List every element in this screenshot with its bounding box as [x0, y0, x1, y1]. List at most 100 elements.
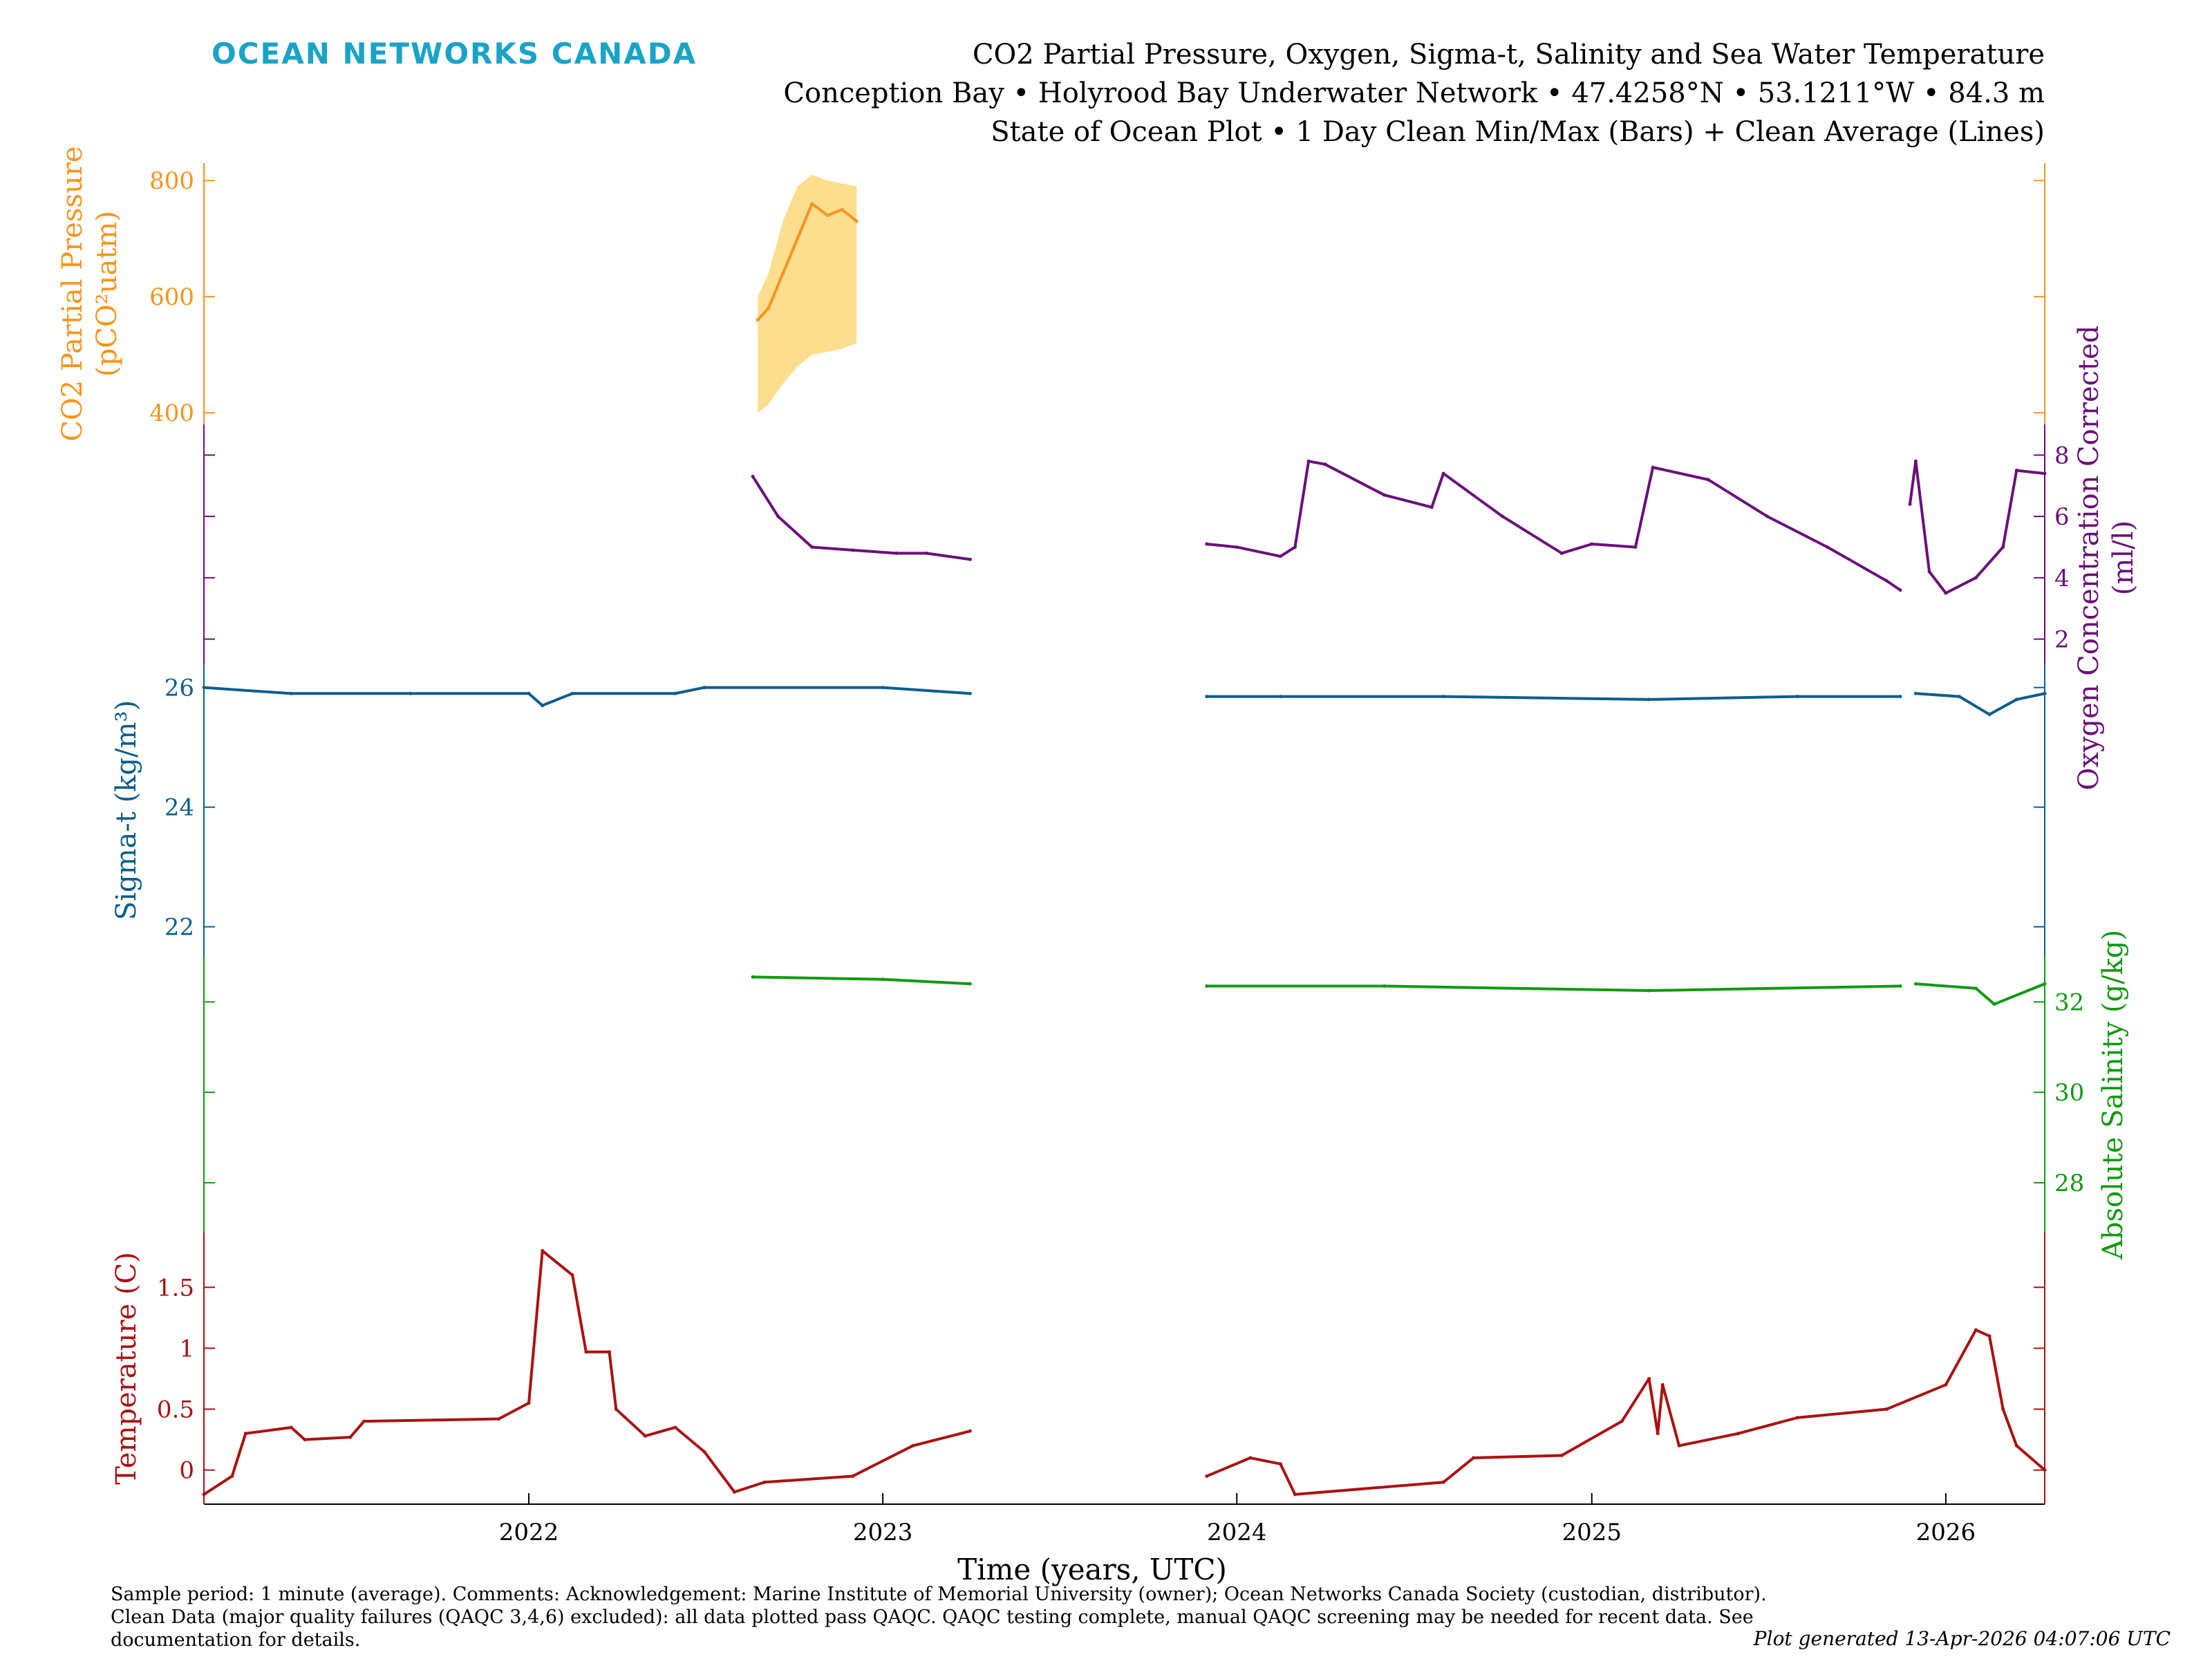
- oxygen-point: [1559, 551, 1564, 555]
- oxygen-point: [1651, 465, 1655, 469]
- temperature-point: [1974, 1328, 1978, 1332]
- x-tick-label: 2024: [1207, 1519, 1267, 1546]
- oxygen-point: [1765, 514, 1770, 518]
- temperature-tick-label: 1.5: [157, 1274, 194, 1302]
- temperature-mean-line: [203, 1249, 971, 1496]
- sigma-point: [1795, 695, 1799, 699]
- sigma-mean-line: [1915, 692, 2045, 716]
- oxygen-point: [1590, 542, 1594, 546]
- temperature-point: [303, 1438, 307, 1442]
- sigma-point: [2043, 691, 2047, 695]
- co2-minmax-band: [758, 174, 857, 413]
- oxygen-point: [1826, 545, 1830, 549]
- oxygen-point: [1293, 545, 1297, 549]
- oxygen-point: [1235, 545, 1239, 549]
- chart-title-line-3: State of Ocean Plot • 1 Day Clean Min/Ma…: [991, 116, 2045, 148]
- oxygen-point: [1898, 588, 1902, 592]
- temperature-point: [607, 1350, 611, 1354]
- temperature-point: [911, 1443, 915, 1447]
- co2-point: [796, 236, 800, 241]
- temperature-point: [762, 1480, 767, 1484]
- temperature-tick-label: 1: [179, 1335, 194, 1362]
- salinity-tick-label: 30: [2054, 1079, 2084, 1107]
- temperature-point: [673, 1425, 677, 1430]
- salinity-point: [751, 975, 755, 979]
- salinity-mean-line: [1915, 982, 2045, 1006]
- oxygen-tick-label: 4: [2054, 565, 2070, 592]
- x-tick-label: 2022: [499, 1519, 559, 1546]
- oxygen-point: [2043, 471, 2047, 476]
- co2-axis-title: CO2 Partial Pressure: [57, 146, 88, 441]
- temperature-point: [1647, 1376, 1651, 1380]
- temperature-point: [968, 1429, 972, 1433]
- temperature-point: [2001, 1407, 2005, 1412]
- temperature-point: [1884, 1407, 1888, 1412]
- temperature-point: [202, 1492, 206, 1497]
- sigma-point: [1987, 713, 1991, 717]
- oxygen-point: [1382, 493, 1387, 497]
- oxygen-tick-label: 6: [2054, 503, 2070, 531]
- oxygen-point: [1306, 459, 1311, 463]
- oxygen-point: [1884, 579, 1888, 583]
- salinity-mean-line: [1206, 984, 1900, 993]
- chart-title-line-1: CO2 Partial Pressure, Oxygen, Sigma-t, S…: [973, 39, 2045, 71]
- temperature-point: [2014, 1443, 2018, 1447]
- temperature-point: [362, 1419, 366, 1423]
- oxygen-point: [1501, 514, 1505, 518]
- oxygen-mean-line: [751, 476, 971, 561]
- oxygen-point: [1944, 591, 1948, 595]
- sigma-point: [1913, 691, 1918, 695]
- x-tick-label: 2026: [1916, 1519, 1976, 1546]
- temperature-tick-label: 0.5: [157, 1396, 194, 1424]
- co2-point: [840, 207, 844, 212]
- oxygen-point: [1323, 462, 1327, 467]
- oxygen-point: [851, 548, 855, 552]
- oxygen-point: [2014, 469, 2018, 473]
- sigma-point: [1898, 695, 1902, 699]
- co2-point: [756, 318, 760, 322]
- co2-point: [854, 219, 859, 223]
- sigma-point: [702, 686, 706, 690]
- sigma-point: [289, 691, 293, 695]
- sigma-tick-label: 22: [165, 914, 194, 941]
- temperature-point: [2043, 1468, 2047, 1472]
- temperature-point: [527, 1401, 531, 1405]
- temperature-point: [1441, 1480, 1445, 1484]
- salinity-point: [1974, 986, 1978, 991]
- oxygen-tick-label: 2: [2054, 626, 2070, 654]
- oxygen-point: [1974, 576, 1978, 580]
- temperature-point: [1795, 1416, 1799, 1420]
- temperature-point: [230, 1474, 234, 1478]
- sigma-point: [409, 691, 413, 695]
- temperature-point: [851, 1474, 855, 1478]
- sigma-tick-label: 24: [165, 794, 194, 822]
- oxygen-mean-line: [1206, 460, 1902, 592]
- temperature-point: [1656, 1432, 1660, 1436]
- oxygen-point: [1913, 459, 1918, 463]
- salinity-tick-label: 28: [2054, 1170, 2084, 1197]
- co2-tick-label: 800: [149, 167, 194, 195]
- salinity-point: [1382, 984, 1387, 988]
- temperature-point: [702, 1450, 706, 1454]
- oxygen-point: [968, 557, 972, 561]
- oxygen-point: [894, 551, 899, 555]
- temperature-point: [1620, 1419, 1624, 1423]
- co2-point: [825, 214, 830, 218]
- temperature-point: [570, 1273, 574, 1277]
- sigma-tick-label: 26: [165, 675, 194, 702]
- temperature-point: [1278, 1462, 1282, 1466]
- temperature-point: [1677, 1443, 1681, 1447]
- sigma-point: [1958, 695, 1962, 699]
- co2-tick-label: 400: [149, 400, 194, 427]
- x-tick-label: 2023: [853, 1519, 913, 1546]
- oxygen-point: [1278, 554, 1282, 559]
- x-axis-label: Time (years, UTC): [957, 1553, 1227, 1586]
- temperature-point: [614, 1407, 618, 1412]
- temperature-point: [1944, 1382, 1948, 1387]
- salinity-mean-line: [753, 975, 971, 986]
- x-tick-label: 2025: [1562, 1519, 1622, 1546]
- oxygen-point: [776, 514, 780, 518]
- co2-point: [810, 202, 814, 206]
- salinity-point: [1992, 1002, 1996, 1006]
